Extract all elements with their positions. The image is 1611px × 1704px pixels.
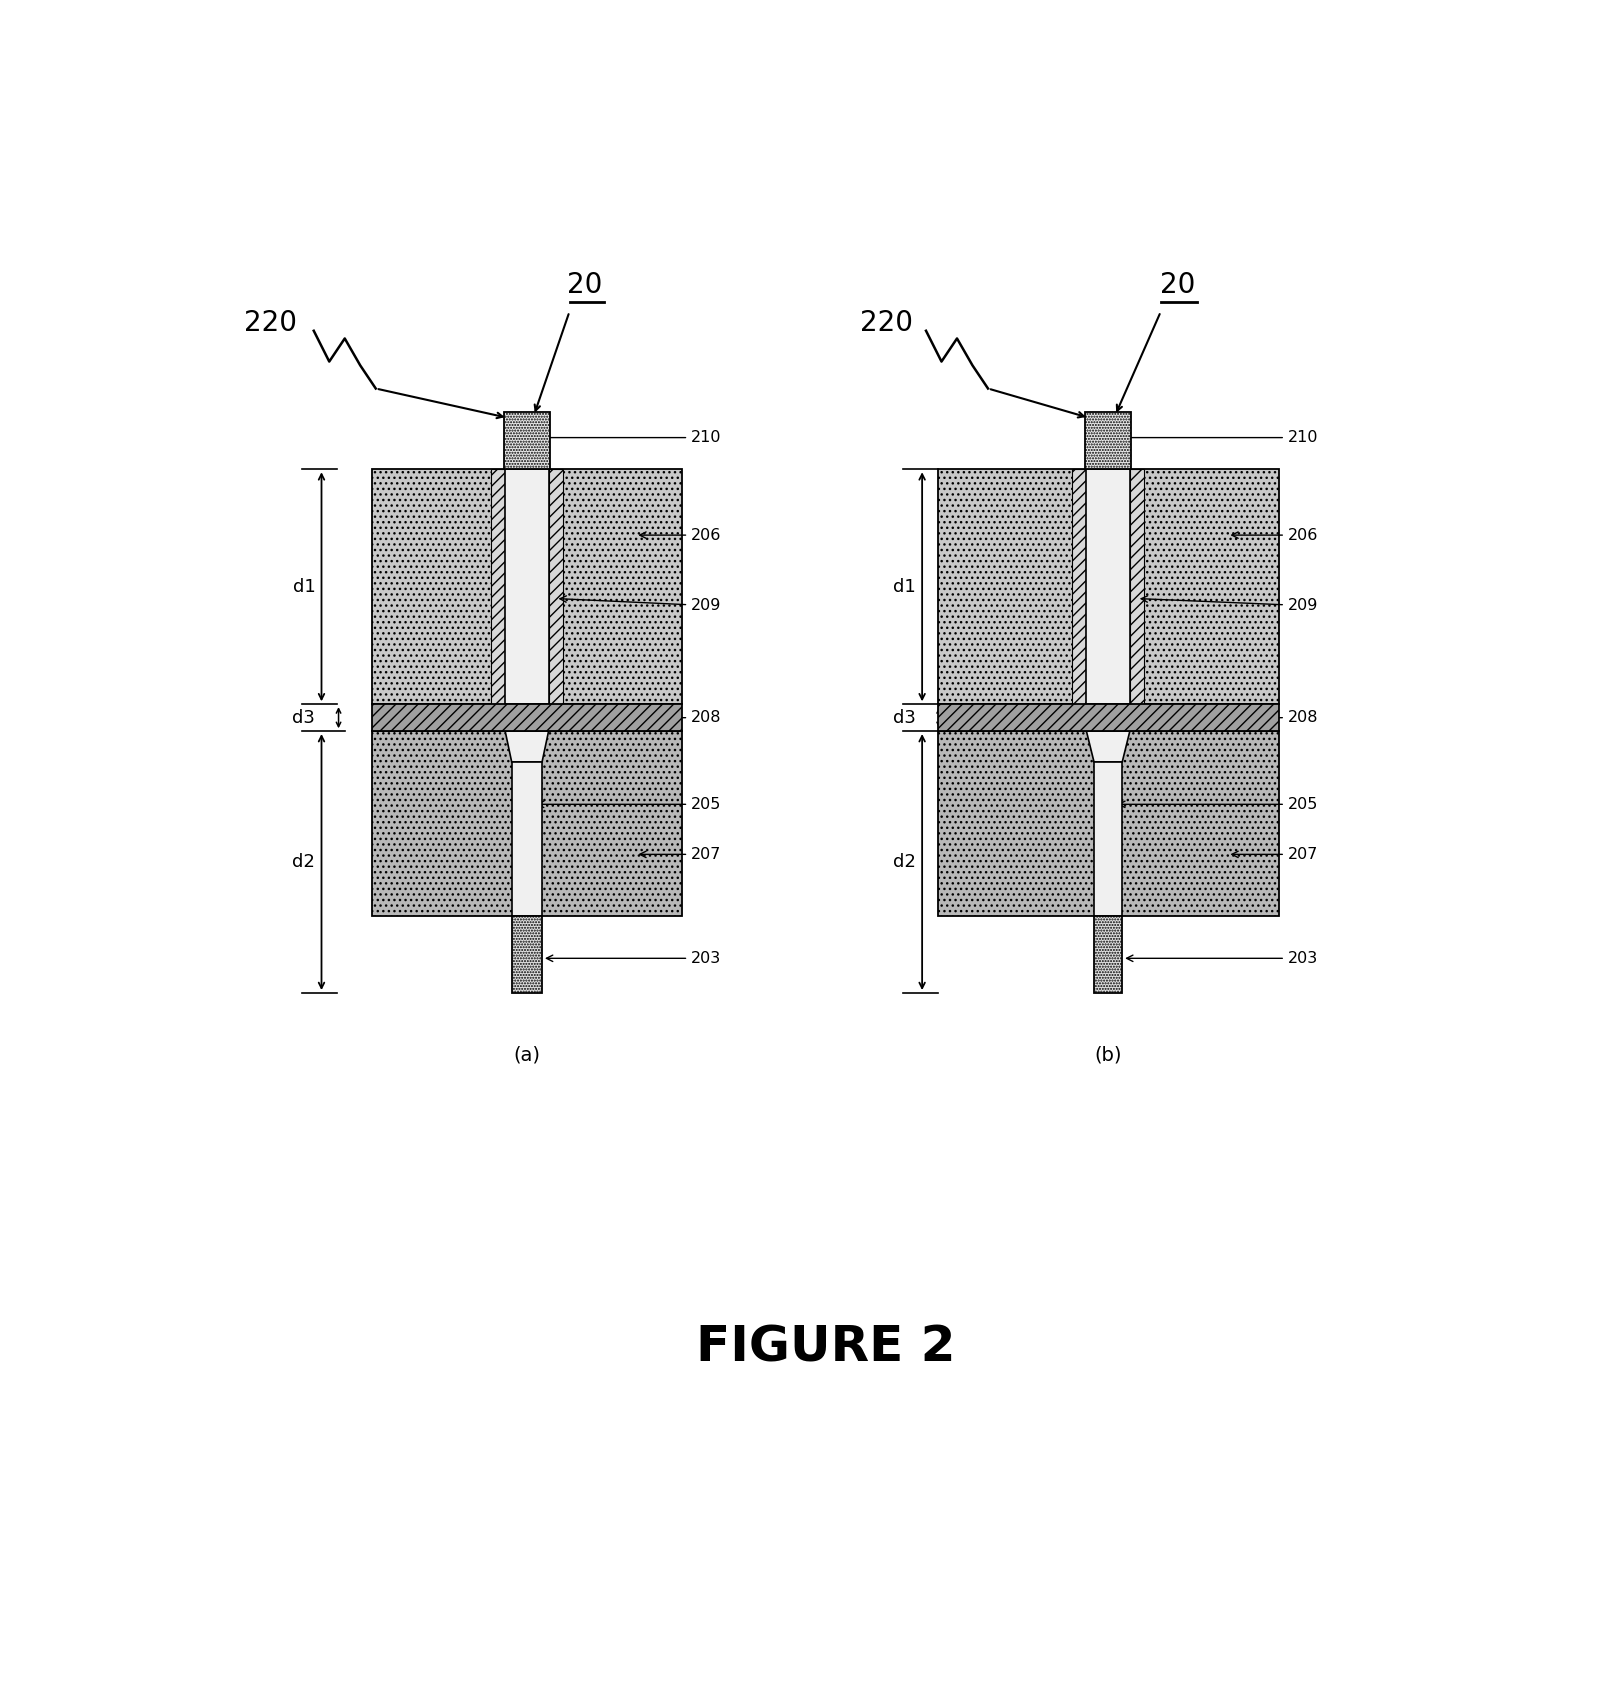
Text: 207: 207 [640, 847, 722, 862]
Text: 220: 220 [860, 308, 913, 337]
Bar [938, 704, 1279, 731]
Text: 209: 209 [561, 596, 722, 613]
Bar [1086, 469, 1129, 704]
Text: 206: 206 [1232, 528, 1318, 542]
Text: d1: d1 [892, 578, 917, 596]
Text: (b): (b) [1094, 1045, 1121, 1063]
Text: 20: 20 [1160, 271, 1195, 298]
Text: d3: d3 [293, 709, 316, 726]
Bar [506, 469, 549, 704]
Bar [372, 469, 681, 704]
Bar [938, 469, 1279, 704]
Text: 206: 206 [640, 528, 722, 542]
Text: FIGURE 2: FIGURE 2 [696, 1324, 955, 1372]
Bar [372, 731, 681, 917]
Bar [504, 412, 549, 469]
Bar [491, 469, 506, 704]
Text: 20: 20 [567, 271, 603, 298]
Bar [512, 762, 541, 917]
Bar [1094, 762, 1123, 917]
Text: 208: 208 [623, 711, 722, 726]
Bar [938, 731, 1279, 917]
Bar [549, 469, 562, 704]
Text: 205: 205 [538, 797, 722, 811]
Bar [1094, 917, 1123, 993]
Text: 209: 209 [1141, 596, 1318, 613]
Bar [512, 917, 541, 993]
Text: 203: 203 [546, 951, 722, 966]
Text: 220: 220 [243, 308, 296, 337]
Polygon shape [1086, 731, 1129, 762]
Text: (a): (a) [514, 1045, 540, 1063]
Text: d2: d2 [892, 854, 917, 871]
Text: 210: 210 [543, 429, 722, 445]
Polygon shape [506, 731, 549, 762]
Bar [372, 704, 681, 731]
Text: 203: 203 [1126, 951, 1318, 966]
Bar [1073, 469, 1086, 704]
Text: 205: 205 [1118, 797, 1318, 811]
Text: d2: d2 [293, 854, 316, 871]
Text: 207: 207 [1232, 847, 1318, 862]
Text: d1: d1 [293, 578, 316, 596]
Bar [1129, 469, 1144, 704]
Text: 210: 210 [1124, 429, 1318, 445]
Text: d3: d3 [892, 709, 917, 726]
Bar [1084, 412, 1131, 469]
Text: 208: 208 [1215, 711, 1318, 726]
